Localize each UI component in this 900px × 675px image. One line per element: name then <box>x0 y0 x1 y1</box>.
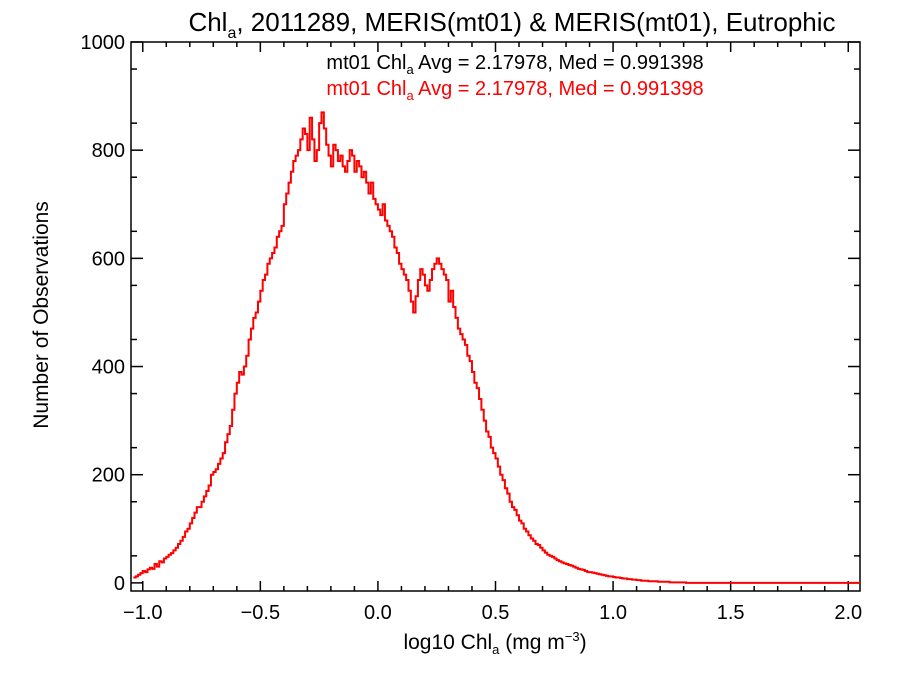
x-tick-label: −0.5 <box>241 602 280 624</box>
annotations: mt01 Chla Avg = 2.17978, Med = 0.991398m… <box>326 52 703 103</box>
axis-tick-labels: −1.0 −0.5 0.0 0.5 1.0 1.5 2.0 0 200 400 600 800 1000 <box>81 32 863 624</box>
x-axis-label-subscript: a <box>492 642 500 657</box>
x-axis-label-units-suffix: ) <box>580 631 587 654</box>
plot-frame <box>130 41 861 592</box>
x-tick-label: 0.5 <box>482 602 510 624</box>
x-axis-label-prefix: log10 Chl <box>403 631 492 654</box>
y-tick-label: 200 <box>92 465 125 487</box>
chart-title-subscript: a <box>227 25 236 42</box>
y-tick-label: 400 <box>92 357 125 379</box>
x-tick-label: 0.0 <box>364 602 392 624</box>
histogram-series-line <box>133 111 860 584</box>
y-tick-label: 800 <box>92 140 125 162</box>
y-tick-label: 0 <box>114 573 125 595</box>
stats-annotation: mt01 Chla Avg = 2.17978, Med = 0.991398 <box>326 78 703 103</box>
chart-title-suffix: , 2011289, MERIS(mt01) & MERIS(mt01), Eu… <box>236 7 835 37</box>
x-tick-label: 1.0 <box>599 602 627 624</box>
x-tick-label: 2.0 <box>834 602 862 624</box>
x-axis-label-superscript: −3 <box>565 629 580 644</box>
chart-title: Chla, 2011289, MERIS(mt01) & MERIS(mt01)… <box>188 7 835 42</box>
chart-title-prefix: Chl <box>188 7 227 37</box>
y-tick-label: 1000 <box>81 32 126 54</box>
x-tick-label: −1.0 <box>123 602 162 624</box>
stats-annotation: mt01 Chla Avg = 2.17978, Med = 0.991398 <box>326 52 703 77</box>
axis-ticks <box>131 41 860 591</box>
x-axis-label-units-prefix: (mg m <box>499 631 564 654</box>
y-tick-label: 600 <box>92 248 125 270</box>
y-axis-label: Number of Observations <box>30 201 53 429</box>
x-axis-label: log10 Chla (mg m−3) <box>403 629 586 657</box>
x-tick-label: 1.5 <box>717 602 745 624</box>
